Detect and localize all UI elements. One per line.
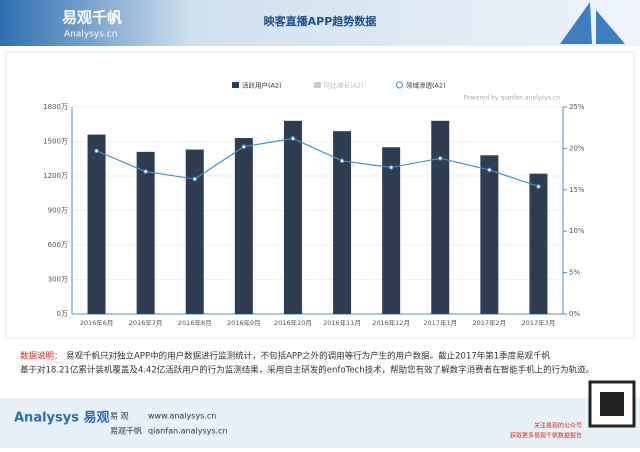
line-point [437,156,443,161]
y2-tick-label: 10% [569,227,585,235]
y2-tick-label: 20% [569,144,585,152]
qr-caption: 获取更多易观千帆数据报告 [510,432,582,440]
line-point [241,144,247,150]
x-tick-label: 2016年7月 [129,318,163,327]
legend-label: 活跃用户(A2) [242,81,282,90]
x-tick-label: 2016年8月 [178,318,212,327]
bar [529,173,548,314]
bar [136,151,155,314]
sail-icon [560,2,625,44]
bar [480,155,499,314]
legend-label: 同比增长(A2) [324,81,364,90]
logo: 易观千帆 [62,9,122,27]
y-tick-label: 900万 [48,207,68,215]
bar [431,120,450,314]
bar [333,131,352,314]
line-point [487,167,492,173]
y-tick-label: 0万 [57,310,68,318]
legend-swatch [396,81,403,89]
line-point [94,148,99,154]
x-tick-label: 2016年11月 [323,318,361,327]
footer-brand: Analysys 易观 [14,411,110,426]
page-title: 映客直播APP趋势数据 [264,14,377,28]
y-tick-label: 1200万 [43,172,68,180]
note-text: 易观千帆只对独立APP中的用户数据进行监测统计，不包括APP之外的调用等行为产生… [66,351,551,362]
legend-swatch [232,82,239,88]
y2-tick-label: 25% [569,103,585,111]
footer-url: qianfan.analysys.cn [148,427,228,436]
legend-swatch [314,82,321,88]
header [0,0,640,46]
y2-tick-label: 0% [569,310,580,318]
line-point [339,158,345,164]
qr-caption: 关注易观的公众号 [534,422,582,430]
note-label: 数据说明： [20,351,63,362]
footer-label: 易 观 [110,412,129,421]
line-point [388,165,394,170]
x-tick-label: 2017年2月 [473,318,507,327]
line-point [192,176,198,182]
y-tick-label: 1800万 [43,103,68,111]
x-tick-label: 2016年12月 [372,318,410,327]
line-point [290,136,296,141]
y2-tick-label: 5% [569,269,580,277]
logo-sub: Analysys.cn [64,30,117,40]
bar [283,120,302,314]
chart-panel [5,51,635,339]
plot: 0万 300万 600万 900万 1200万 1500万 1800万 0% 5% 10% 15% 2… [43,81,585,328]
y-tick-label: 1500万 [43,138,68,146]
y-tick-label: 300万 [48,276,68,284]
y2-tick-label: 15% [569,186,585,194]
x-tick-label: 2016年10月 [274,318,312,327]
bar [382,147,401,314]
y-tick-label: 600万 [48,241,68,249]
x-tick-label: 2017年3月 [522,318,556,327]
x-tick-label: 2016年9月 [227,318,261,327]
bar [185,149,204,314]
legend-label: 领域渗透(A2) [406,81,446,90]
line-point [143,169,148,174]
line [96,137,539,188]
bar [234,138,253,314]
line-point [536,184,541,189]
qr-code-inner [600,392,624,416]
x-tick-label: 2017年1月 [423,318,457,327]
note-text: 基于对18.21亿累计装机覆盖及4.42亿活跃用户的行为监测结果，采用自主研发的… [20,365,594,376]
footer-url: www.analysys.cn [148,412,216,421]
footer-label: 易观千帆 [110,426,142,436]
footer [0,398,640,448]
watermark: Powered by qianfan.analysys.cn [464,95,561,102]
x-tick-label: 2016年6月 [80,318,114,327]
bar [87,134,106,314]
